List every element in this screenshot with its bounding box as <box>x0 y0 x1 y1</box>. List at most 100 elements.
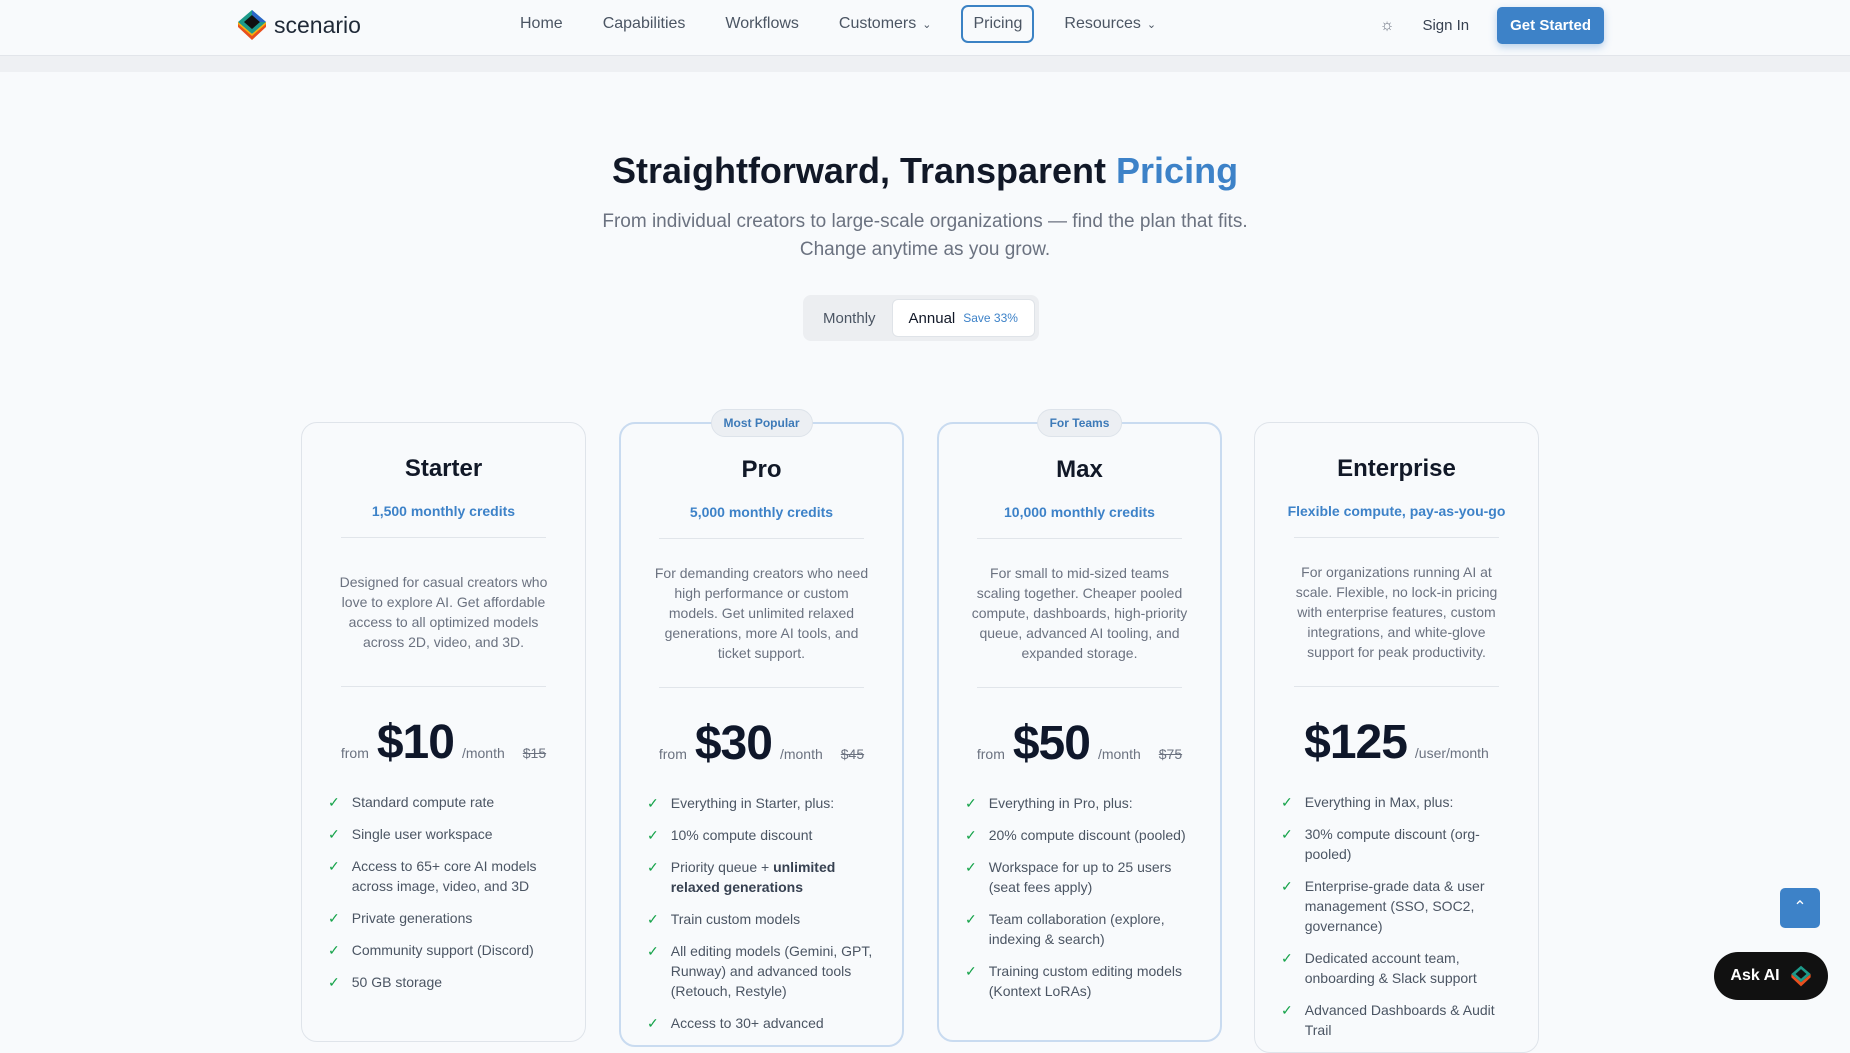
nav-link-label: Resources <box>1064 15 1141 32</box>
feature-item: ✓ Dedicated account team, onboarding & Sl… <box>1281 948 1521 988</box>
brand-name: scenario <box>274 11 361 38</box>
divider <box>341 537 546 538</box>
check-icon: ✓ <box>328 942 340 958</box>
scroll-to-top-button[interactable]: ⌃ <box>1780 888 1820 928</box>
page-title: Straightforward, Transparent Pricing <box>0 150 1850 192</box>
feature-item: ✓ 20% compute discount (pooled) <box>965 825 1205 845</box>
nav-link-customers[interactable]: Customers ⌄ <box>839 15 932 33</box>
feature-text: Everything in Starter, plus: <box>670 795 835 811</box>
plan-card-pro: Most Popular Pro 5,000 monthly credits Fo… <box>619 409 904 1047</box>
plan-name: Pro <box>741 456 782 483</box>
plan-badge: For Teams <box>1036 409 1123 437</box>
feature-text: 20% compute discount (pooled) <box>988 827 1186 843</box>
check-icon: ✓ <box>965 963 977 979</box>
check-icon: ✓ <box>965 795 977 811</box>
price-amount: $50 <box>1012 717 1091 770</box>
check-icon: ✓ <box>328 974 340 990</box>
price-amount: $10 <box>376 716 455 769</box>
price-period: /user/month <box>1414 745 1489 761</box>
plan-badge: Most Popular <box>710 409 813 437</box>
feature-text: Single user workspace <box>351 826 493 842</box>
feature-list: ✓ Everything in Max, plus: ✓ 30% compute di… <box>1281 792 1521 1040</box>
nav-link-home[interactable]: Home <box>520 15 563 33</box>
feature-text: Community support (Discord) <box>351 942 534 958</box>
feature-item: ✓ Advanced Dashboards & Audit Trail <box>1281 1000 1521 1040</box>
scenario-logo-icon <box>238 10 266 40</box>
feature-item: ✓ Everything in Starter, plus: <box>647 793 887 813</box>
divider <box>977 687 1182 688</box>
feature-list: ✓ Standard compute rate ✓ Single user works… <box>328 792 568 992</box>
page-subtitle: From individual creators to large-scale … <box>602 211 1248 260</box>
feature-item: ✓ Standard compute rate <box>328 792 568 812</box>
theme-toggle-sun-icon[interactable]: ☼ <box>1379 16 1395 34</box>
feature-list: ✓ Everything in Starter, plus: ✓ 10% comput… <box>647 793 887 1033</box>
price-from: from <box>340 745 369 761</box>
feature-item: ✓ Team collaboration (explore, indexing &… <box>965 909 1205 949</box>
title-main: Straightforward, Transparent <box>611 150 1117 191</box>
plan-card-enterprise: Enterprise Flexible compute, pay-as-you-… <box>1254 422 1539 1053</box>
scenario-logo-icon <box>1790 965 1811 987</box>
billing-monthly-option[interactable]: Monthly <box>823 309 876 327</box>
price-original: $75 <box>1158 746 1183 762</box>
nav-link-capabilities[interactable]: Capabilities <box>603 15 686 33</box>
feature-text: Enterprise-grade data & user management … <box>1304 878 1485 934</box>
divider <box>977 538 1182 539</box>
plan-credits: Flexible compute, pay-as-you-go <box>1287 503 1506 519</box>
logo[interactable]: scenario <box>236 8 361 42</box>
feature-item: ✓ Enterprise-grade data & user management… <box>1281 876 1521 936</box>
price-period: /month <box>461 745 505 761</box>
feature-item: ✓ Access to 65+ core AI models across ima… <box>328 856 568 896</box>
plan-description: Designed for casual creators who love to… <box>339 574 548 650</box>
feature-text: Everything in Pro, plus: <box>988 795 1133 811</box>
divider <box>341 686 546 687</box>
plan-description: For organizations running AI at scale. F… <box>1295 564 1498 660</box>
feature-text: Everything in Max, plus: <box>1304 794 1454 810</box>
price-original: $45 <box>840 746 865 762</box>
ask-ai-label: Ask AI <box>1730 967 1780 984</box>
check-icon: ✓ <box>647 1015 659 1031</box>
feature-bold-text: unlimited relaxed generations <box>670 859 836 895</box>
billing-annual-option[interactable]: Annual Save 33% <box>891 299 1035 337</box>
feature-text: Standard compute rate <box>351 794 495 810</box>
feature-text: Access to 30+ advanced <box>670 1015 824 1031</box>
feature-item: ✓ Priority queue + unlimited relaxed gene… <box>647 857 887 897</box>
nav-link-resources[interactable]: Resources ⌄ <box>1064 15 1156 33</box>
feature-item: ✓ Access to 30+ advanced <box>647 1013 887 1033</box>
price-original: $15 <box>522 745 547 761</box>
check-icon: ✓ <box>328 794 340 810</box>
price-period: /month <box>779 746 823 762</box>
feature-item: ✓ 10% compute discount <box>647 825 887 845</box>
feature-item: ✓ Single user workspace <box>328 824 568 844</box>
sign-in-link[interactable]: Sign In <box>1422 17 1470 34</box>
feature-item: ✓ Community support (Discord) <box>328 940 568 960</box>
plan-card-starter: Starter 1,500 monthly credits Designed f… <box>301 422 586 1042</box>
check-icon: ✓ <box>1281 878 1293 894</box>
plan-description: For demanding creators who need high per… <box>654 565 869 661</box>
feature-item: ✓ Train custom models <box>647 909 887 929</box>
feature-text: Private generations <box>351 910 473 926</box>
feature-item: ✓ Training custom editing models (Kontext… <box>965 961 1205 1001</box>
nav-link-label: Capabilities <box>602 15 686 32</box>
plan-credits: 5,000 monthly credits <box>689 504 834 520</box>
check-icon: ✓ <box>1281 950 1293 966</box>
check-icon: ✓ <box>1281 1002 1293 1018</box>
title-accent: Pricing <box>1116 150 1239 191</box>
nav-link-workflows[interactable]: Workflows <box>725 15 799 33</box>
feature-item: ✓ Private generations <box>328 908 568 928</box>
plan-price: $125 /user/month <box>1255 715 1538 770</box>
feature-item: ✓ All editing models (Gemini, GPT, Runway… <box>647 941 887 1001</box>
check-icon: ✓ <box>965 827 977 843</box>
ask-ai-button[interactable]: Ask AI <box>1714 952 1828 1000</box>
plan-price: from $50 /month $75 <box>939 716 1220 771</box>
divider <box>659 687 864 688</box>
plan-name: Max <box>1056 456 1103 483</box>
feature-text: Dedicated account team, onboarding & Sla… <box>1304 950 1477 986</box>
price-amount: $125 <box>1304 716 1408 769</box>
feature-text: Team collaboration (explore, indexing & … <box>988 911 1165 947</box>
nav-link-pricing[interactable]: Pricing <box>961 5 1035 43</box>
feature-item: ✓ Everything in Pro, plus: <box>965 793 1205 813</box>
billing-toggle: Monthly Annual Save 33% <box>803 295 1039 341</box>
plan-credits: 10,000 monthly credits <box>1004 504 1155 520</box>
feature-list: ✓ Everything in Pro, plus: ✓ 20% compute di… <box>965 793 1205 1001</box>
get-started-button[interactable]: Get Started <box>1497 7 1604 44</box>
